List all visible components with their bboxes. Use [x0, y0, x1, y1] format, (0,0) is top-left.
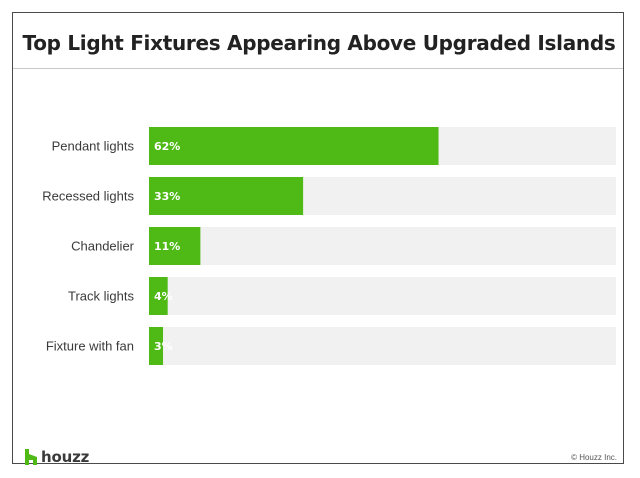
houzz-logo: houzz [25, 447, 89, 467]
bar [149, 327, 164, 365]
brand-name: houzz [41, 448, 90, 466]
category-label: Pendant lights [52, 139, 135, 154]
data-label: 11% [154, 240, 180, 253]
data-label: 33% [154, 190, 180, 203]
title-divider [13, 68, 623, 69]
bar-track [149, 227, 616, 265]
bar-track [149, 277, 616, 315]
houzz-icon [25, 449, 37, 465]
chart-frame: Top Light Fixtures Appearing Above Upgra… [12, 12, 624, 467]
bar [149, 227, 201, 265]
chart-title: Top Light Fixtures Appearing Above Upgra… [22, 31, 616, 55]
bar-track [149, 327, 616, 365]
bar [149, 127, 439, 165]
data-label: 3% [154, 340, 173, 353]
bar-chart: Pendant lights 62% Recessed lights 33% Chand… [42, 127, 616, 365]
copyright-text: © Houzz Inc. [571, 453, 617, 462]
data-label: 4% [154, 290, 173, 303]
bar [149, 277, 168, 315]
category-label: Fixture with fan [46, 339, 134, 354]
category-label: Chandelier [71, 239, 135, 254]
data-label: 62% [154, 140, 180, 153]
category-label: Recessed lights [42, 189, 134, 204]
category-label: Track lights [68, 289, 134, 304]
bar [149, 177, 304, 215]
